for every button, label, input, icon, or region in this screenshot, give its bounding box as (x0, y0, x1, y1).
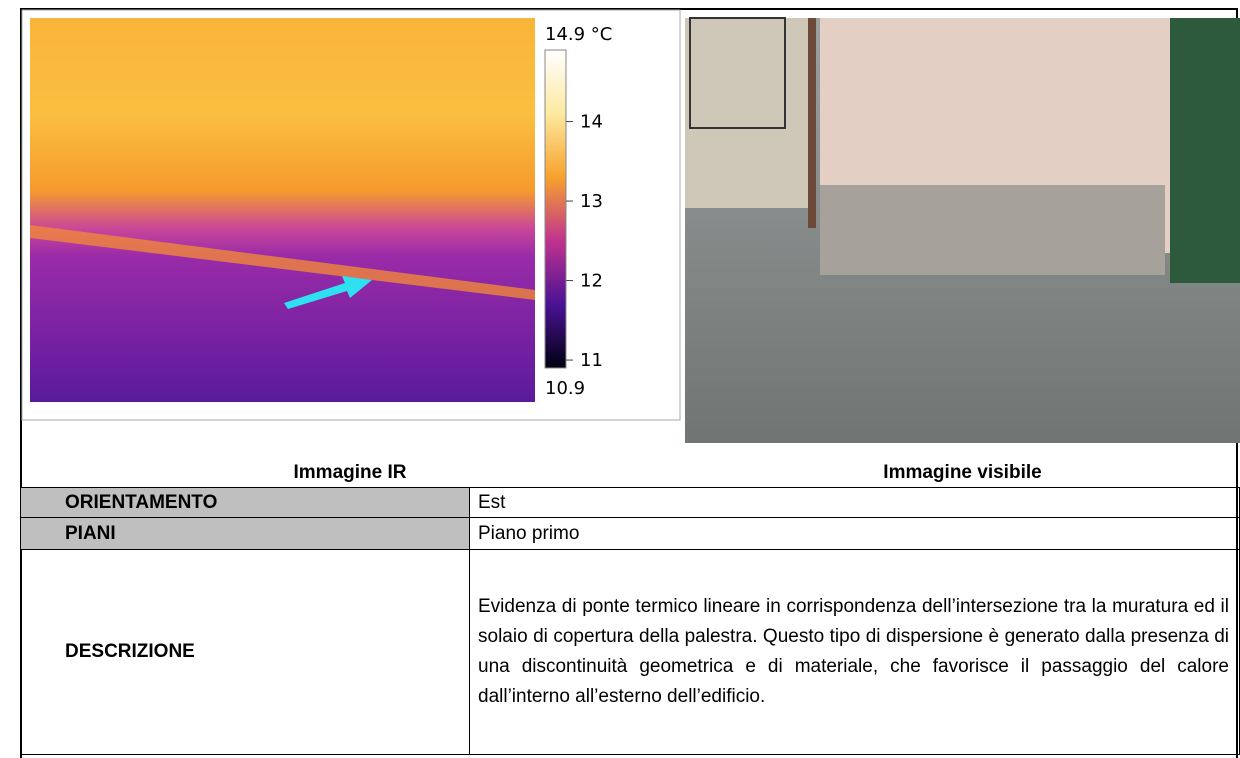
images: 14.9 °C 10.9 14 13 12 11 (0, 0, 1240, 460)
plinth (820, 185, 1165, 275)
value: Piano primo (470, 518, 1240, 550)
key: ORIENTAMENTO (21, 488, 470, 518)
ir-image (30, 18, 535, 402)
caption: Immagine visibile (685, 462, 1240, 484)
colorbar (545, 50, 566, 368)
tick-label: 14 (580, 112, 603, 133)
key: DESCRIZIONE (21, 550, 470, 755)
value: Evidenza di ponte termico lineare in cor… (470, 550, 1240, 755)
key: PIANI (21, 518, 470, 550)
tick-label: 13 (580, 191, 603, 212)
value: Est (470, 488, 1240, 518)
colorbar-min: 10.9 (545, 378, 585, 399)
shutter (1170, 18, 1240, 283)
page: 14.9 °C 10.9 14 13 12 11 Immagine IR Immagine… (0, 0, 1240, 758)
building (685, 18, 815, 208)
colorbar-max: 14.9 °C (545, 24, 612, 45)
tick-label: 12 (580, 271, 603, 292)
pipe (808, 18, 816, 228)
caption: Immagine IR (20, 462, 680, 484)
tick-label: 11 (580, 350, 603, 371)
